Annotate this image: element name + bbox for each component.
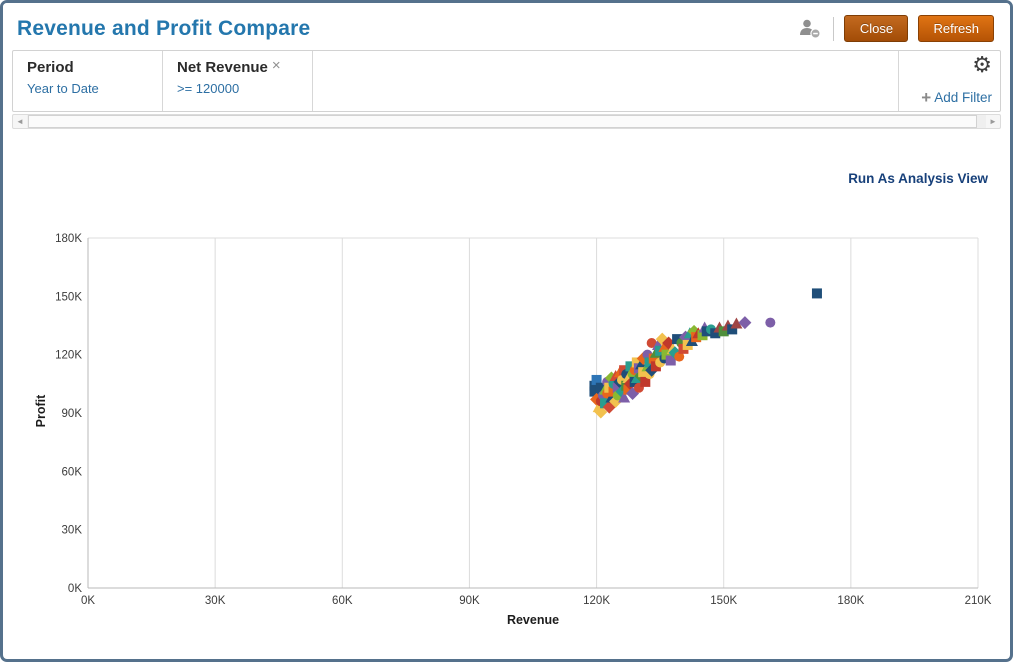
scatter-point[interactable] [589,386,600,397]
filter-period-value: Year to Date [27,81,99,96]
scatter-point[interactable] [665,355,676,366]
y-axis-title: Profit [34,394,48,428]
svg-text:180K: 180K [837,595,864,607]
filter-net-revenue-name: Net Revenue [177,59,268,76]
x-axis-title: Revenue [506,613,560,627]
scatter-point[interactable] [595,382,606,393]
scatter-point[interactable] [738,316,752,330]
scrollbar-thumb[interactable] [28,115,978,128]
svg-text:210K: 210K [965,595,992,607]
horizontal-scrollbar[interactable]: ◄ ► [12,114,1001,129]
run-as-analysis-view-link[interactable]: Run As Analysis View [848,171,988,186]
scatter-point[interactable] [589,380,600,391]
scatter-point[interactable] [730,317,743,329]
svg-text:180K: 180K [55,233,82,245]
svg-text:60K: 60K [332,595,353,607]
scatter-point[interactable] [674,351,685,362]
filter-actions: ⚙ + Add Filter [898,51,1000,111]
scatter-point[interactable] [658,340,671,352]
scatter-point[interactable] [687,324,701,338]
scatter-point[interactable] [672,334,683,345]
scatter-point[interactable] [811,288,822,299]
scatter-plot[interactable]: 0K 30K 60K 90K 120K 150K 180K 0K 30K 60K 90K 120K 15… [3,227,1013,627]
chart-area: 0K 30K 60K 90K 120K 150K 180K 0K 30K 60K 90K 120K 15… [3,227,1013,627]
scatter-point[interactable] [600,398,611,409]
scatter-point[interactable] [625,361,636,372]
scatter-point[interactable] [591,374,602,385]
svg-text:120K: 120K [55,350,82,362]
header: Revenue and Profit Compare Close Refresh [3,3,1010,50]
refresh-button[interactable]: Refresh [918,15,994,42]
filter-net-revenue-value: >= 120000 [177,81,240,96]
svg-text:0K: 0K [68,583,82,595]
user-permission-icon[interactable] [797,18,823,40]
scatter-point[interactable] [626,387,640,401]
scatter-point[interactable] [609,394,623,408]
page-title: Revenue and Profit Compare [17,16,311,40]
filter-period[interactable]: Period Year to Date [13,51,163,111]
svg-text:30K: 30K [205,595,226,607]
scatter-point[interactable] [618,391,631,403]
svg-text:90K: 90K [62,408,83,420]
header-divider [833,16,835,41]
gear-icon[interactable]: ⚙ [972,52,992,77]
add-filter-label: Add Filter [934,90,992,105]
scatter-point[interactable] [710,328,721,339]
plus-icon: + [921,87,932,107]
scatter-point[interactable] [638,367,649,378]
add-filter-button[interactable]: + Add Filter [921,87,992,107]
chart-panel: Run As Analysis View 0K 30K 60K 90K 120K 150K… [3,129,1010,649]
scatter-point[interactable] [765,317,776,328]
svg-text:0K: 0K [81,595,95,607]
svg-text:90K: 90K [459,595,480,607]
filter-period-name: Period [27,59,74,76]
scatter-point[interactable] [646,338,657,348]
remove-filter-icon[interactable]: × [271,57,281,74]
filter-bar: Period Year to Date Net Revenue × >= 120… [12,50,1001,112]
scatter-point[interactable] [650,361,661,372]
svg-text:60K: 60K [62,466,83,478]
scatter-point[interactable] [727,324,738,335]
scatter-point[interactable] [594,405,608,419]
scatter-point[interactable] [612,382,623,393]
scroll-right-icon[interactable]: ► [989,117,997,126]
scatter-point[interactable] [718,326,729,337]
svg-text:150K: 150K [55,291,82,303]
close-button[interactable]: Close [844,15,909,42]
svg-text:120K: 120K [583,595,610,607]
scatter-point[interactable] [623,384,634,395]
scatter-point[interactable] [648,353,659,364]
scroll-left-icon[interactable]: ◄ [16,117,24,126]
scatter-point[interactable] [661,349,672,360]
scatter-point[interactable] [640,376,651,387]
filter-bar-spacer [313,51,898,111]
scatter-point[interactable] [668,346,682,360]
scatter-point[interactable] [631,357,642,368]
svg-text:150K: 150K [710,595,737,607]
scrollbar-track[interactable] [27,115,986,128]
svg-text:30K: 30K [62,525,83,537]
filter-net-revenue[interactable]: Net Revenue × >= 120000 [163,51,313,111]
